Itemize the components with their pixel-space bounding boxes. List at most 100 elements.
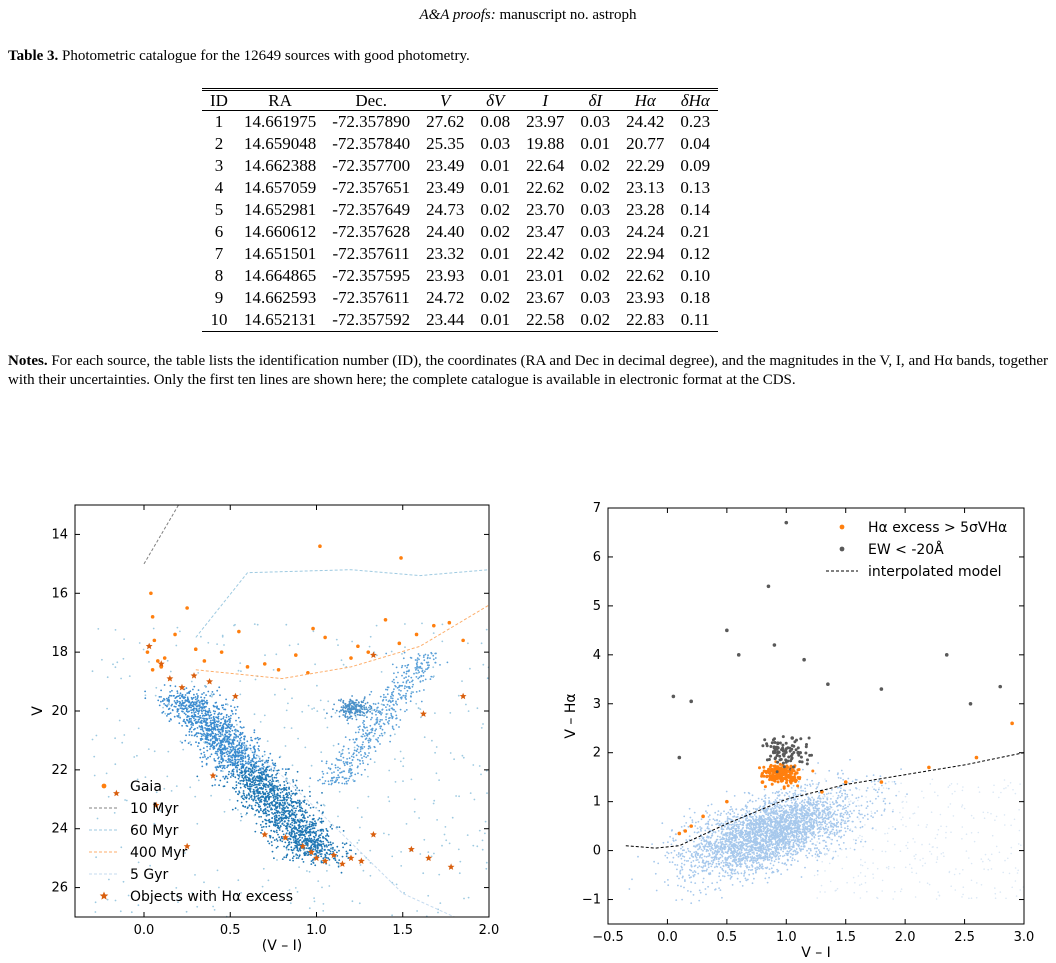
cloud-point	[380, 703, 383, 706]
cloud-point	[237, 669, 240, 672]
cloud-point	[873, 780, 876, 783]
data-point	[145, 642, 153, 650]
cloud-point	[270, 841, 273, 843]
table-cell: 7	[214, 244, 224, 263]
cloud-point	[719, 889, 722, 891]
cloud-point	[395, 702, 397, 704]
cloud-point	[174, 697, 177, 699]
cloud-point	[350, 707, 353, 709]
cloud-point	[310, 764, 313, 767]
cloud-point	[214, 721, 217, 724]
cloud-point	[212, 748, 215, 750]
cloud-point	[482, 723, 484, 725]
cloud-point	[262, 809, 265, 812]
table-notes: Notes. For each source, the table lists …	[8, 352, 1048, 390]
data-point	[425, 854, 432, 862]
cloud-point	[281, 814, 284, 817]
cloud-point	[292, 781, 295, 783]
cloud-point	[249, 785, 252, 788]
cloud-point	[276, 845, 279, 848]
cloud-point	[392, 703, 395, 706]
cloud-point	[386, 721, 389, 723]
cloud-point	[407, 679, 409, 682]
cloud-point	[283, 726, 286, 729]
cloud-point	[247, 779, 250, 781]
cloud-point	[884, 797, 886, 800]
cloud-point	[351, 764, 353, 767]
cloud-point	[314, 854, 316, 857]
cloud-point	[261, 820, 264, 823]
cloud-point	[216, 738, 219, 740]
cloud-point	[363, 755, 365, 758]
cloud-point	[232, 699, 235, 701]
cloud-point	[337, 743, 340, 745]
caption-label: Table 3.	[8, 48, 59, 64]
table-cell: 14.662593	[243, 288, 317, 307]
cloud-point	[268, 842, 271, 845]
cloud-point	[293, 807, 295, 810]
cloud-point	[279, 794, 281, 797]
data-point	[150, 615, 155, 619]
cloud-point	[281, 768, 284, 770]
cloud-point	[211, 726, 214, 729]
cloud-point	[340, 706, 343, 709]
cloud-point	[257, 748, 260, 750]
cloud-point	[241, 731, 244, 734]
cloud-point	[322, 843, 324, 845]
cloud-point	[327, 841, 330, 844]
cloud-point	[250, 774, 253, 777]
cloud-point	[242, 765, 245, 768]
cloud-point	[239, 786, 242, 789]
cloud-point	[263, 804, 266, 807]
cloud-point	[793, 831, 795, 834]
cloud-point	[307, 851, 309, 854]
table-cell: 22.42	[526, 244, 565, 263]
cloud-point	[363, 725, 365, 728]
cloud-point	[297, 643, 300, 646]
data-point	[206, 678, 213, 685]
cloud-point	[342, 770, 345, 773]
cloud-point	[685, 860, 688, 862]
cloud-point	[352, 738, 355, 741]
cloud-point	[219, 766, 222, 768]
cloud-point	[287, 848, 290, 851]
cloud-point	[201, 760, 204, 763]
cloud-point	[708, 854, 711, 856]
cloud-point	[270, 775, 273, 777]
cloud-point	[424, 653, 427, 656]
cloud-point	[816, 786, 819, 789]
cloud-point	[229, 730, 231, 733]
cloud-point	[285, 786, 288, 789]
cloud-point	[364, 702, 367, 705]
cloud-point	[222, 764, 224, 767]
cloud-point	[201, 733, 203, 736]
cloud-point	[185, 687, 188, 689]
cloud-point	[735, 821, 738, 824]
cloud-point	[249, 788, 252, 791]
cloud-point	[364, 714, 367, 716]
cloud-point	[246, 776, 249, 779]
cloud-point	[394, 758, 396, 760]
cloud-point	[178, 722, 181, 725]
cloud-point	[277, 833, 279, 836]
cloud-point	[247, 760, 250, 763]
cloud-point	[244, 753, 246, 755]
cloud-point	[261, 774, 264, 776]
cloud-point	[184, 694, 187, 696]
cloud-point	[225, 731, 228, 734]
cloud-point	[800, 785, 803, 788]
cloud-point	[391, 663, 394, 666]
table-cell: 23.49	[426, 178, 465, 197]
cloud-point	[333, 849, 336, 852]
cloud-point	[312, 861, 315, 864]
cloud-point	[240, 815, 243, 818]
cloud-point	[741, 814, 743, 816]
cloud-point	[184, 852, 186, 854]
cloud-point	[277, 819, 280, 821]
cloud-point	[228, 761, 230, 763]
cloud-point	[392, 678, 395, 681]
cloud-point	[281, 819, 283, 822]
cloud-point	[416, 657, 419, 659]
cloud-point	[300, 833, 303, 836]
cloud-point	[176, 710, 179, 713]
